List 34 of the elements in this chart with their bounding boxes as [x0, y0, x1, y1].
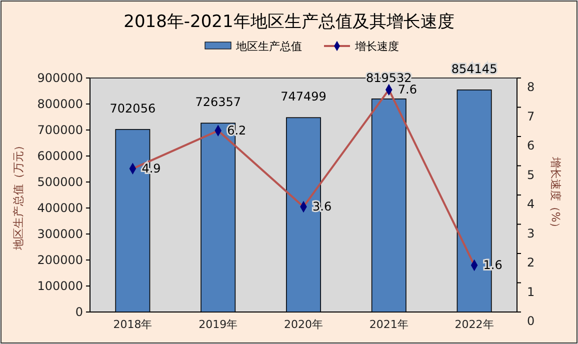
data-label: 854145 [451, 62, 498, 76]
y-tick-label: 300000 [37, 226, 83, 241]
y-tick-label: 100000 [37, 278, 83, 293]
y-tick-label: 200000 [37, 252, 83, 267]
y-tick-label: 500000 [37, 174, 83, 189]
chart-title: 2018年-2021年地区生产总值及其增长速度 [124, 12, 454, 32]
x-tick-label: 2019年 [198, 318, 238, 332]
y-tick-label: 800000 [37, 96, 83, 111]
y-tick-label: 900000 [37, 70, 83, 85]
legend-label: 地区生产总值 [235, 40, 302, 53]
y2-tick-label: 4 [527, 197, 535, 212]
y2-tick-label: 1 [527, 284, 535, 299]
data-label: 726357 [195, 95, 242, 110]
y2-axis-title: 增长速度（%） [549, 156, 562, 234]
y2-tick-label: 7 [527, 109, 535, 124]
y2-tick-label: 8 [527, 80, 535, 94]
y2-tick-label: 3 [527, 226, 535, 240]
data-label: 747499 [280, 90, 326, 104]
data-label: 702056 [110, 101, 156, 116]
y2-tick-label: 6 [527, 138, 535, 153]
y2-tick-label: 5 [527, 168, 535, 182]
y-tick-label: 0 [75, 304, 83, 319]
legend-label: 增长速度 [354, 40, 399, 53]
y2-tick-label: 2 [527, 256, 535, 270]
y-tick-label: 600000 [37, 148, 83, 163]
x-tick-label: 2021年 [369, 318, 408, 332]
y2-tick-label: 0 [527, 314, 535, 328]
x-tick-label: 2018年 [113, 318, 152, 332]
x-tick-label: 2022年 [454, 318, 494, 332]
data-label: 7.6 [398, 82, 417, 97]
y-tick-label: 700000 [37, 122, 83, 137]
x-tick-label: 2020年 [284, 318, 323, 332]
y-axis-title: 地区生产总值（万元） [12, 140, 25, 251]
y-tick-label: 400000 [37, 200, 83, 215]
